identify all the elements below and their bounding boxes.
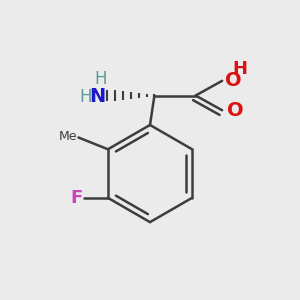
Text: H: H xyxy=(94,70,107,88)
Text: H: H xyxy=(79,88,92,106)
Text: F: F xyxy=(70,189,83,207)
Text: N: N xyxy=(90,88,106,106)
Text: Me: Me xyxy=(58,130,77,143)
Text: O: O xyxy=(226,101,243,120)
Text: O: O xyxy=(225,71,242,90)
Text: H: H xyxy=(232,60,247,78)
